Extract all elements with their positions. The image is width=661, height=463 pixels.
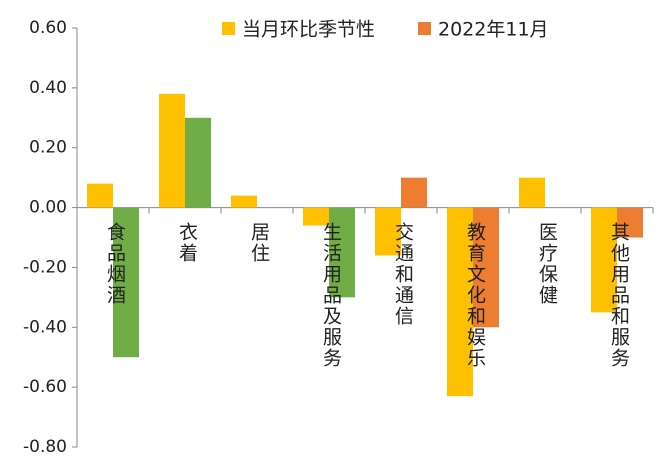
bar [159,93,185,208]
bar [231,195,257,208]
x-tick-label: 衣着 [176,221,198,263]
bar [329,207,355,298]
x-tick-label: 食品烟酒 [104,221,126,305]
legend-swatch [418,22,431,35]
x-tick-label: 医疗保健 [536,222,558,306]
bar [617,207,643,238]
bar [519,177,545,208]
bar [113,207,139,358]
bar [591,207,617,313]
bar [87,183,113,208]
x-tick-label: 生活用品及服务 [320,221,342,368]
y-tick-label: 0.40 [29,78,67,98]
bar [401,177,427,208]
x-tick-label: 其他用品和服务 [608,221,630,368]
bar [375,207,401,256]
bar [303,207,329,226]
y-tick-label: -0.40 [23,317,67,337]
y-tick-label: -0.80 [23,437,67,457]
y-tick-label: -0.20 [23,257,67,277]
x-tick-label: 教育文化和娱乐 [464,221,486,368]
legend-swatch [222,22,235,35]
bar [473,207,499,328]
legend-label: 当月环比季节性 [242,19,375,41]
x-tick-label: 交通和通信 [392,221,414,326]
y-tick-label: -0.60 [23,377,67,397]
y-tick-label: 0.60 [29,18,67,38]
y-tick-label: 0.20 [29,138,67,158]
bar [185,117,211,208]
legend-label: 2022年11月 [438,19,549,41]
y-tick-label: 0.00 [29,198,67,218]
bar [447,207,473,397]
x-tick-label: 居住 [248,222,270,264]
